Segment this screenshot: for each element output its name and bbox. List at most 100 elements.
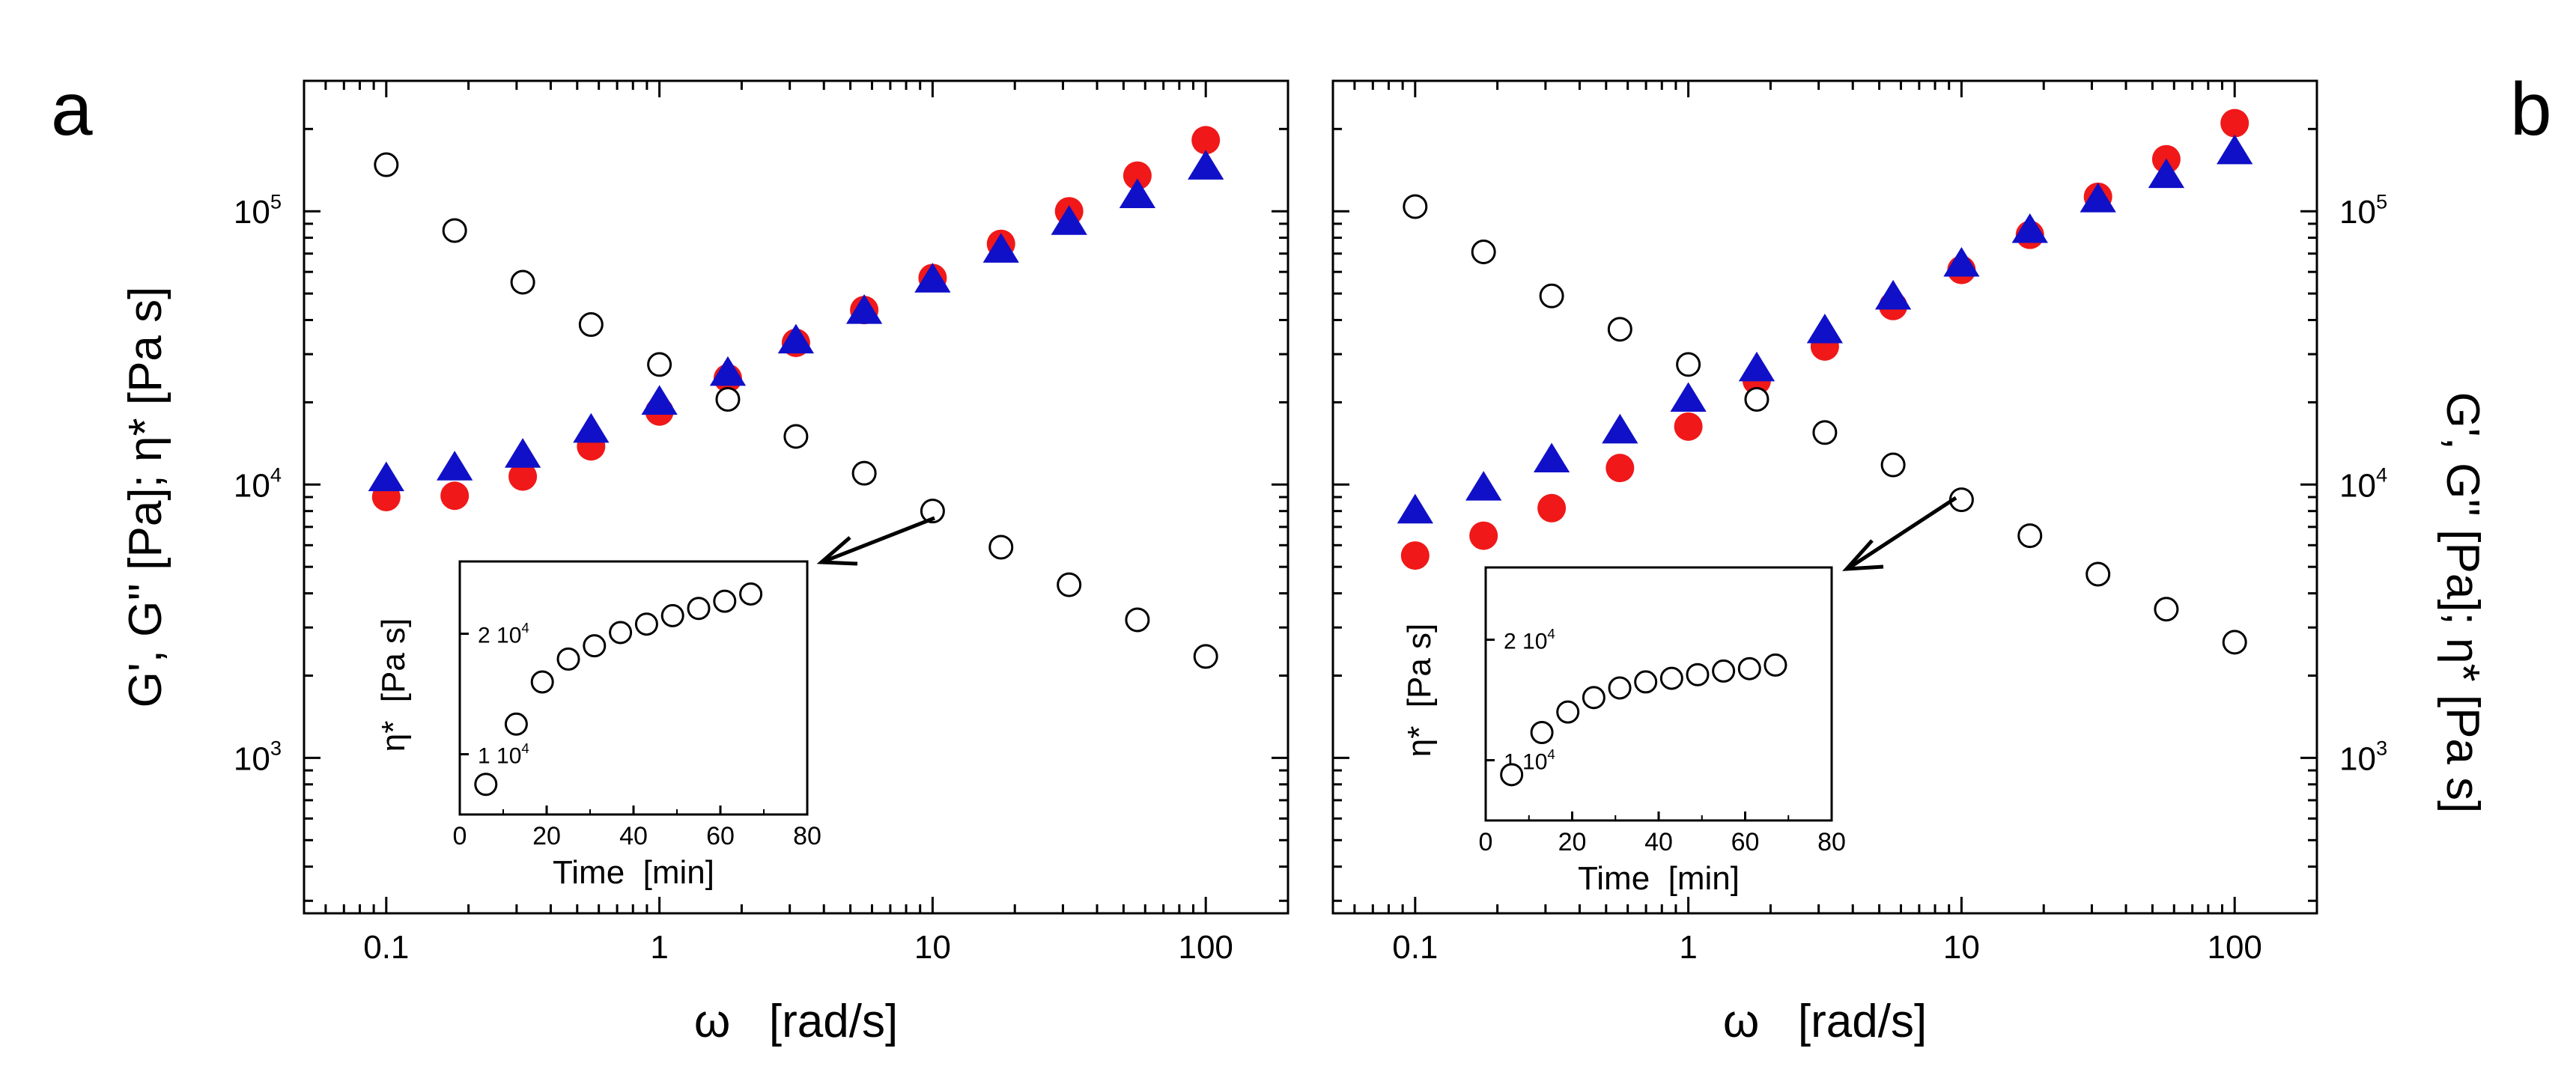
inset-frame-b [1484,566,1833,822]
inset-eta-point [1582,686,1606,710]
inset-ticks-a: 0 20 40 60 80 1 104 2 104 [453,620,821,850]
eta-point [1880,452,1906,478]
gprime-point [504,438,541,468]
eta-point [920,499,945,524]
inset-x-label-a: Time [min] [553,854,714,891]
x-tick-label: 100 [1178,929,1233,966]
inset-eta-point [713,589,737,613]
x-tick-label: 1 [650,929,668,966]
gprime-point [1806,314,1844,344]
inset-eta-point [1659,666,1683,690]
gprime-point [2080,183,2116,213]
inset-y-label-b: η* [Pa s] [1401,624,1438,758]
inset-eta-point [556,647,580,671]
eta-point [1057,572,1082,597]
inset-eta-point [504,712,528,736]
eta-point [783,424,809,449]
y-tick-label: 105 [234,189,282,231]
gprime-point [1465,471,1502,501]
y-axis-label-b: G', G'' [Pa]; η* [Pa s] [2437,392,2488,814]
inset-x-tick-label: 80 [1817,828,1846,856]
gprime-point [573,412,610,443]
eta-point [851,460,877,486]
inset-eta-point [1737,657,1761,680]
gprime-point [437,451,473,481]
y-tick-label: 104 [234,463,282,504]
panel-a: a 0.1 1 10 100 103 104 105 ω [rad/s] G', G'' … [51,67,1289,1047]
inset-y-label-a: η* [Pa s] [375,618,412,752]
x-tick-label: 10 [914,929,951,966]
gprime-point [2011,213,2048,243]
gprime-point [1943,246,1980,277]
x-tick-label: 0.1 [1392,929,1438,966]
y-tick-label: 104 [2339,463,2387,504]
gdoubleprime-point [2220,109,2250,138]
inset-points-a [474,582,763,797]
panel-label-b: b [2510,67,2552,151]
y-tick-label: 103 [234,737,282,778]
inset-eta-point [474,773,498,797]
eta-point [647,352,672,377]
eta-point [1676,352,1701,377]
inset-eta-point [1530,721,1554,745]
arrow-b [1842,496,1957,571]
inset-y-tick-label: 2 104 [1504,626,1555,654]
y-axis-label-a: G', G'' [Pa]; η* [Pa s] [120,287,171,708]
inset-y-tick-label: 2 104 [478,620,529,648]
inset-eta-point [1634,670,1658,694]
arrow-a [816,516,935,566]
gdoubleprime-point [1123,161,1152,190]
y-axis-ticks-a: 103 104 105 [234,79,1288,902]
gprime-point [982,233,1019,263]
eta-point [2017,523,2043,549]
inset-x-tick-label: 20 [1558,828,1587,856]
gprime-point [1533,442,1570,473]
inset-x-tick-label: 40 [619,822,648,850]
eta-point [988,535,1014,560]
inset-eta-point [1608,676,1632,700]
x-axis-ticks-b: 0.1 1 10 100 [1331,81,2318,966]
inset-eta-point [687,597,711,621]
gprime-point [368,461,404,492]
x-tick-label: 10 [1943,929,1980,966]
y-tick-label: 105 [2339,189,2387,231]
y-tick-label: 103 [2339,737,2387,778]
eta-point [578,312,604,338]
inset-eta-point [1556,700,1580,724]
x-tick-label: 1 [1679,929,1697,966]
inset-x-tick-label: 60 [1731,828,1760,856]
inset-x-label-b: Time [min] [1578,860,1740,897]
data-points-a [368,126,1224,669]
inset-eta-point [660,603,684,627]
x-axis-ticks-a: 0.1 1 10 100 [303,81,1289,966]
x-tick-label: 0.1 [363,929,409,966]
gprime-point [2217,134,2253,165]
inset-eta-point [1764,653,1787,677]
inset-x-tick-label: 60 [706,822,735,850]
eta-point [1607,317,1632,342]
gprime-point [1188,150,1224,180]
eta-point [1812,420,1838,445]
y-axis-ticks-b: 103 104 105 [1333,79,2387,902]
eta-point [1539,283,1564,308]
gdoubleprime-point [440,481,470,511]
gdoubleprime-point [1191,126,1221,155]
eta-point [374,152,399,177]
inset-eta-point [1712,659,1736,683]
x-tick-label: 100 [2207,929,2261,966]
eta-point [442,218,467,243]
eta-point [2086,561,2111,587]
gdoubleprime-point [1537,493,1567,523]
eta-point [2154,597,2179,622]
inset-eta-point [530,670,554,694]
inset-eta-point [583,634,607,658]
panel-b: b 0.1 1 10 100 103 104 105 ω [rad/s] G', G'' … [1331,67,2552,1047]
gdoubleprime-point [1400,541,1430,570]
gprime-point [1397,493,1433,524]
eta-point [1125,607,1150,633]
gprime-point [1602,413,1638,444]
inset-eta-point [634,612,658,636]
inset-eta-point [739,582,763,606]
gdoubleprime-point [1674,412,1703,441]
